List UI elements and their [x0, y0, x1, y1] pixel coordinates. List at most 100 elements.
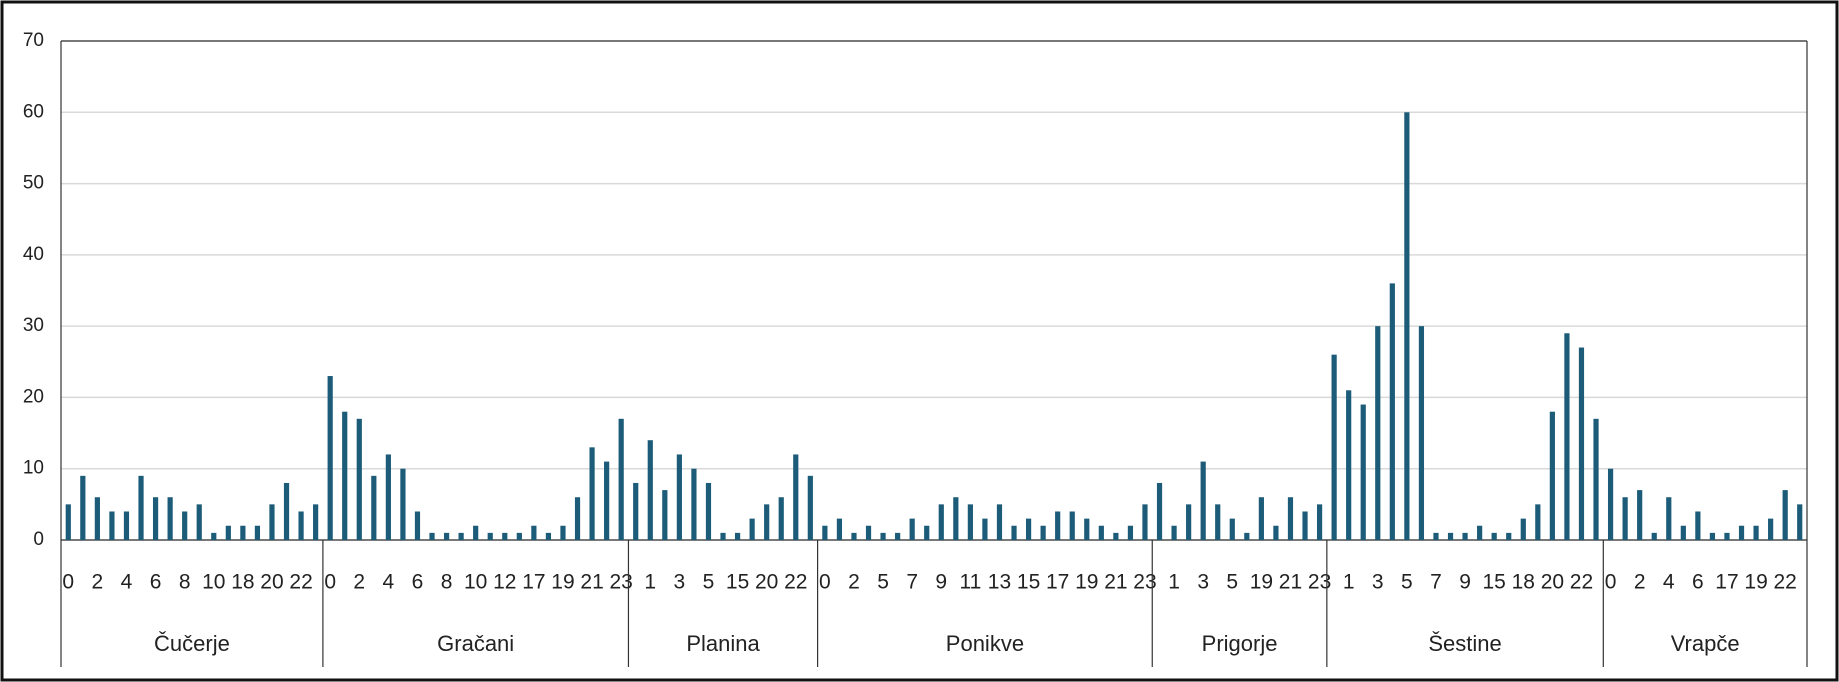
x-tick-label: 5: [703, 571, 715, 594]
bar: [705, 482, 712, 540]
x-tick-label: 5: [1401, 571, 1413, 594]
bar: [458, 532, 464, 540]
bar: [240, 525, 246, 540]
x-tick-label: 8: [441, 571, 453, 594]
bar: [865, 525, 872, 540]
bar: [1506, 532, 1512, 540]
bar: [65, 504, 71, 540]
bar: [633, 482, 639, 540]
bar: [793, 454, 799, 540]
group-label: Šestine: [1428, 631, 1501, 656]
x-tick-label: 5: [877, 571, 889, 594]
bar: [1477, 525, 1483, 540]
bar: [414, 511, 421, 540]
y-tick-label: 0: [33, 529, 44, 550]
bar: [473, 525, 479, 540]
bar: [1171, 525, 1177, 540]
x-tick-label: 22: [1570, 571, 1593, 594]
bar: [1768, 518, 1774, 540]
bar: [283, 482, 290, 540]
x-tick-label: 19: [1250, 571, 1273, 594]
x-tick-label: 2: [353, 571, 365, 594]
bar: [938, 504, 944, 540]
group-label: Vrapče: [1671, 631, 1740, 656]
bar: [1753, 525, 1759, 540]
bar: [1055, 511, 1061, 540]
x-tick-label: 0: [819, 571, 831, 594]
x-tick-label: 5: [1226, 571, 1238, 594]
bar: [254, 525, 261, 540]
x-tick-label: 3: [674, 571, 686, 594]
bar: [80, 475, 86, 540]
bar: [298, 511, 304, 540]
bar: [531, 525, 537, 540]
bar: [1229, 518, 1235, 540]
bar: [647, 440, 653, 540]
bar: [1302, 511, 1308, 540]
bar: [924, 525, 930, 540]
x-tick-label: 6: [150, 571, 162, 594]
bar: [851, 532, 857, 540]
bar: [1637, 490, 1643, 540]
x-tick-label: 17: [522, 571, 545, 594]
x-tick-label: 18: [1512, 571, 1535, 594]
x-tick-label: 18: [231, 571, 254, 594]
x-tick-label: 3: [1372, 571, 1384, 594]
bar: [764, 504, 770, 540]
x-tick-label: 8: [179, 571, 191, 594]
x-tick-label: 13: [988, 571, 1011, 594]
bar: [749, 518, 755, 540]
bar: [574, 497, 581, 540]
x-tick-label: 1: [1168, 571, 1180, 594]
bar: [967, 504, 973, 540]
bar: [1127, 525, 1134, 540]
bar: [1069, 511, 1075, 540]
bar: [1738, 525, 1745, 540]
bar: [502, 532, 508, 540]
x-tick-label: 1: [644, 571, 656, 594]
x-tick-label: 22: [784, 571, 807, 594]
y-tick-label: 10: [23, 458, 44, 479]
x-tick-label: 0: [324, 571, 336, 594]
bar: [327, 376, 333, 540]
bar: [1433, 532, 1439, 540]
y-tick-label: 30: [23, 315, 44, 336]
bar: [778, 497, 784, 540]
bar: [429, 532, 435, 540]
bar: [807, 475, 813, 540]
bar: [545, 532, 552, 540]
x-tick-label: 17: [1715, 571, 1738, 594]
y-tick-label: 50: [23, 173, 44, 194]
bar: [516, 532, 522, 540]
x-tick-label: 6: [1692, 571, 1704, 594]
bar: [313, 504, 319, 540]
bar: [982, 518, 988, 540]
bar: [1287, 497, 1294, 540]
x-tick-label: 23: [609, 571, 632, 594]
bar: [1782, 490, 1788, 540]
group-label: Prigorje: [1202, 631, 1278, 656]
group-label: Planina: [686, 631, 760, 656]
bar: [109, 511, 115, 540]
x-tick-label: 3: [1197, 571, 1209, 594]
bar: [1273, 525, 1279, 540]
bar: [342, 411, 348, 540]
y-tick-label: 20: [23, 386, 44, 407]
bar: [1011, 525, 1017, 540]
bar: [400, 468, 406, 540]
x-tick-label: 10: [464, 571, 487, 594]
bar: [1040, 525, 1046, 540]
bar: [880, 532, 886, 540]
bar: [1142, 504, 1148, 540]
x-tick-label: 7: [906, 571, 918, 594]
x-tick-label: 4: [121, 571, 133, 594]
x-tick-label: 19: [551, 571, 574, 594]
bar: [996, 504, 1003, 540]
group-label: Gračani: [437, 631, 514, 656]
bar: [1578, 347, 1585, 540]
bar: [1607, 468, 1614, 540]
bar: [1666, 497, 1672, 540]
group-label: Ponikve: [946, 631, 1024, 656]
